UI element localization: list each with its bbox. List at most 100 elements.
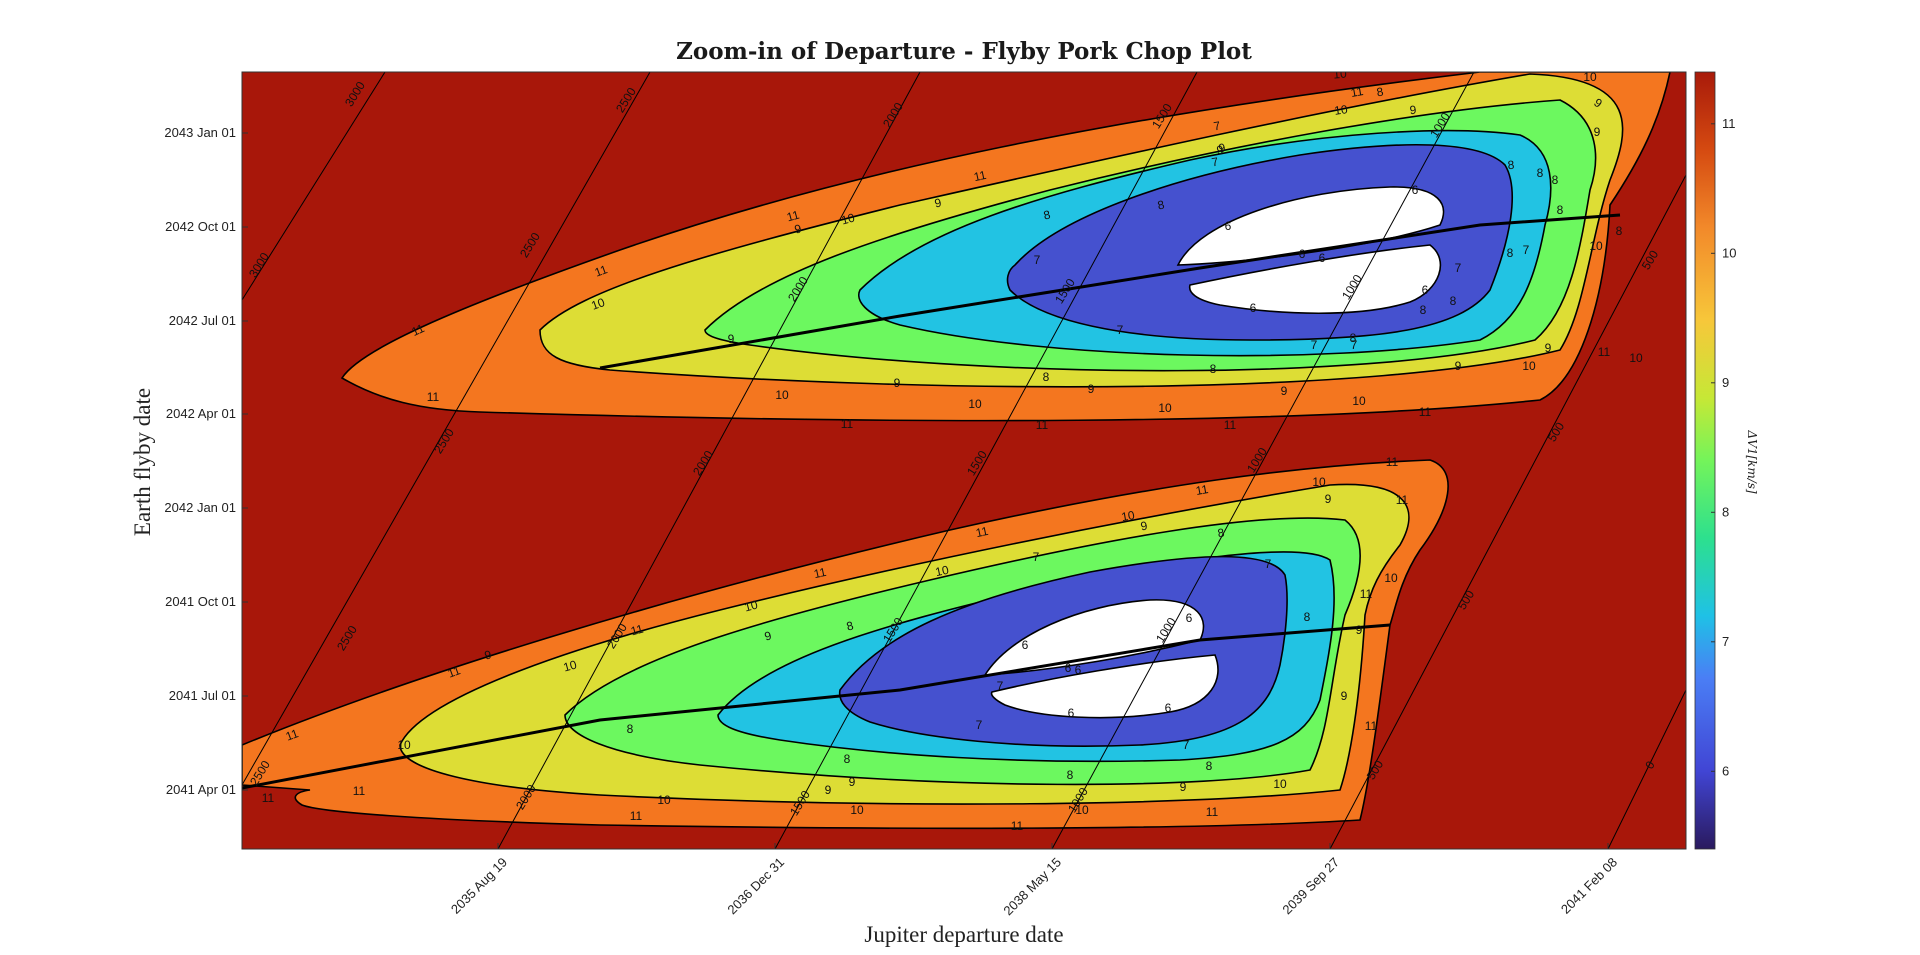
contour-level-label: 7 [997, 679, 1004, 693]
y-tick-label: 2043 Jan 01 [164, 125, 236, 140]
contour-level-label: 11 [1195, 482, 1210, 498]
contour-level-label: 8 [844, 752, 851, 766]
contour-level-label: 10 [397, 738, 411, 752]
upper-lobe-level-6b [1188, 244, 1442, 315]
contour-level-label: 8 [627, 722, 634, 736]
contour-level-label: 7 [1265, 557, 1272, 571]
contour-level-label: 6 [1319, 251, 1326, 265]
contour-level-label: 7 [1311, 338, 1318, 352]
contour-fills [242, 72, 1671, 830]
contour-level-label: 9 [1545, 341, 1552, 355]
contour-level-label: 9 [894, 376, 901, 390]
contour-level-label: 6 [1065, 661, 1072, 675]
x-tick-label: 2036 Dec 31 [724, 855, 787, 918]
colorbar-label: ΔV1[km/s] [1745, 429, 1759, 494]
contour-level-label: 11 [1011, 819, 1024, 833]
plot-frame [241, 71, 1687, 850]
contour-level-label: 10 [775, 388, 789, 402]
y-tick-label: 2042 Jul 01 [169, 313, 236, 328]
contour-level-label: 8 [845, 618, 855, 633]
contour-level-label: 9 [728, 332, 735, 346]
contour-level-label: 9 [1217, 140, 1226, 155]
contour-level-label: 10 [1120, 508, 1136, 524]
tof-lines [242, 72, 1686, 849]
chart-title: Zoom-in of Departure - Flyby Pork Chop P… [676, 38, 1252, 65]
y-tick-label: 2042 Oct 01 [165, 219, 236, 234]
contour-level-label: 11 [1350, 84, 1365, 100]
contour-level-label: 10 [1583, 70, 1597, 84]
contour-level-label: 11 [1386, 455, 1399, 469]
contour-level-label: 11 [1365, 719, 1378, 733]
contour-level-label: 11 [1206, 805, 1219, 819]
contour-level-label: 9 [825, 783, 832, 797]
contour-level-label: 8 [1450, 294, 1457, 308]
contour-level-label: 10 [1352, 394, 1366, 408]
contour-level-label: 10 [1522, 359, 1536, 373]
y-tick-label: 2041 Jul 01 [169, 688, 236, 703]
contour-level-label: 8 [1210, 362, 1217, 376]
contour-level-label: 7 [1183, 738, 1190, 752]
colorbar-tick-label: 8 [1722, 504, 1729, 519]
contour-level-label: 7 [1210, 154, 1219, 169]
contour-level-label: 7 [1117, 323, 1124, 337]
contour-level-label: 6 [1250, 301, 1257, 315]
contour-level-label: 11 [630, 809, 643, 823]
contour-level-label: 8 [1350, 331, 1357, 345]
contour-level-label: 8 [1067, 768, 1074, 782]
colorbar-tick-label: 6 [1722, 763, 1729, 778]
contour-level-label: 10 [968, 397, 982, 411]
contour-level-label: 8 [1156, 197, 1166, 212]
contour-level-label: 11 [1598, 345, 1611, 359]
contour-level-label: 9 [1180, 780, 1187, 794]
contour-level-label: 6 [1022, 638, 1029, 652]
contour-level-label: 11 [353, 784, 366, 798]
contour-level-label: 7 [1212, 118, 1221, 133]
colorbar [1694, 71, 1716, 850]
contour-level-label: 11 [974, 524, 989, 540]
contour-level-label: 8 [1375, 84, 1384, 99]
contour-level-label: 10 [1158, 401, 1172, 415]
contour-level-label: 11 [593, 262, 610, 280]
contour-level-label: 11 [812, 565, 827, 581]
contour-level-label: 10 [657, 793, 671, 807]
contour-level-label: 10 [1333, 102, 1348, 118]
contour-level-label: 6 [1165, 701, 1172, 715]
x-axis-label: Jupiter departure date [864, 922, 1063, 947]
contour-level-label: 10 [1312, 475, 1326, 489]
contour-level-label: 6 [1075, 663, 1082, 677]
contour-level-label: 7 [1034, 253, 1041, 267]
contour-level-label: 9 [483, 647, 493, 662]
contour-level-label: 8 [1507, 158, 1515, 173]
y-tick-label: 2041 Apr 01 [166, 782, 236, 797]
x-tick-label: 2038 May 15 [1000, 855, 1064, 919]
contour-level-label: 10 [562, 657, 579, 674]
y-tick-label: 2041 Oct 01 [165, 594, 236, 609]
contour-level-label: 7 [1033, 550, 1040, 564]
x-tick-label: 2041 Feb 08 [1558, 855, 1620, 917]
contour-level-label: 9 [793, 221, 803, 236]
x-tick-label: 2035 Aug 19 [448, 855, 510, 917]
y-tick-label: 2042 Jan 01 [164, 500, 236, 515]
x-axis-ticks: 2035 Aug 19 2036 Dec 31 2038 May 15 2039 Se… [448, 843, 1620, 918]
contour-level-label: 9 [849, 775, 856, 789]
contour-level-label: 8 [1216, 525, 1225, 540]
contour-level-label: 11 [841, 417, 854, 431]
contour-level-label: 7 [1455, 261, 1462, 275]
contour-level-label: 11 [1036, 418, 1049, 432]
y-tick-label: 2042 Apr 01 [166, 406, 236, 421]
colorbar-tick-label: 9 [1722, 375, 1729, 390]
lower-lobe-level-6b [990, 654, 1219, 719]
colorbar-tick-label: 11 [1722, 116, 1736, 131]
contour-level-label: 11 [972, 168, 987, 184]
contour-level-label: 8 [1507, 246, 1514, 260]
contour-level-label: 9 [1215, 142, 1224, 157]
contour-level-label: 10 [1333, 66, 1348, 81]
contour-level-label: 7 [1351, 338, 1358, 352]
contour-level-label: 10 [1629, 351, 1643, 365]
colorbar-ticks: 6 7 8 9 10 11 [1711, 116, 1736, 778]
contour-level-label: 11 [409, 321, 427, 339]
contour-level-label: 8 [1552, 173, 1559, 187]
contour-level-label: 8 [1304, 610, 1311, 624]
contour-level-label: 6 [1299, 247, 1306, 261]
contour-level-label: 6 [1225, 219, 1232, 233]
